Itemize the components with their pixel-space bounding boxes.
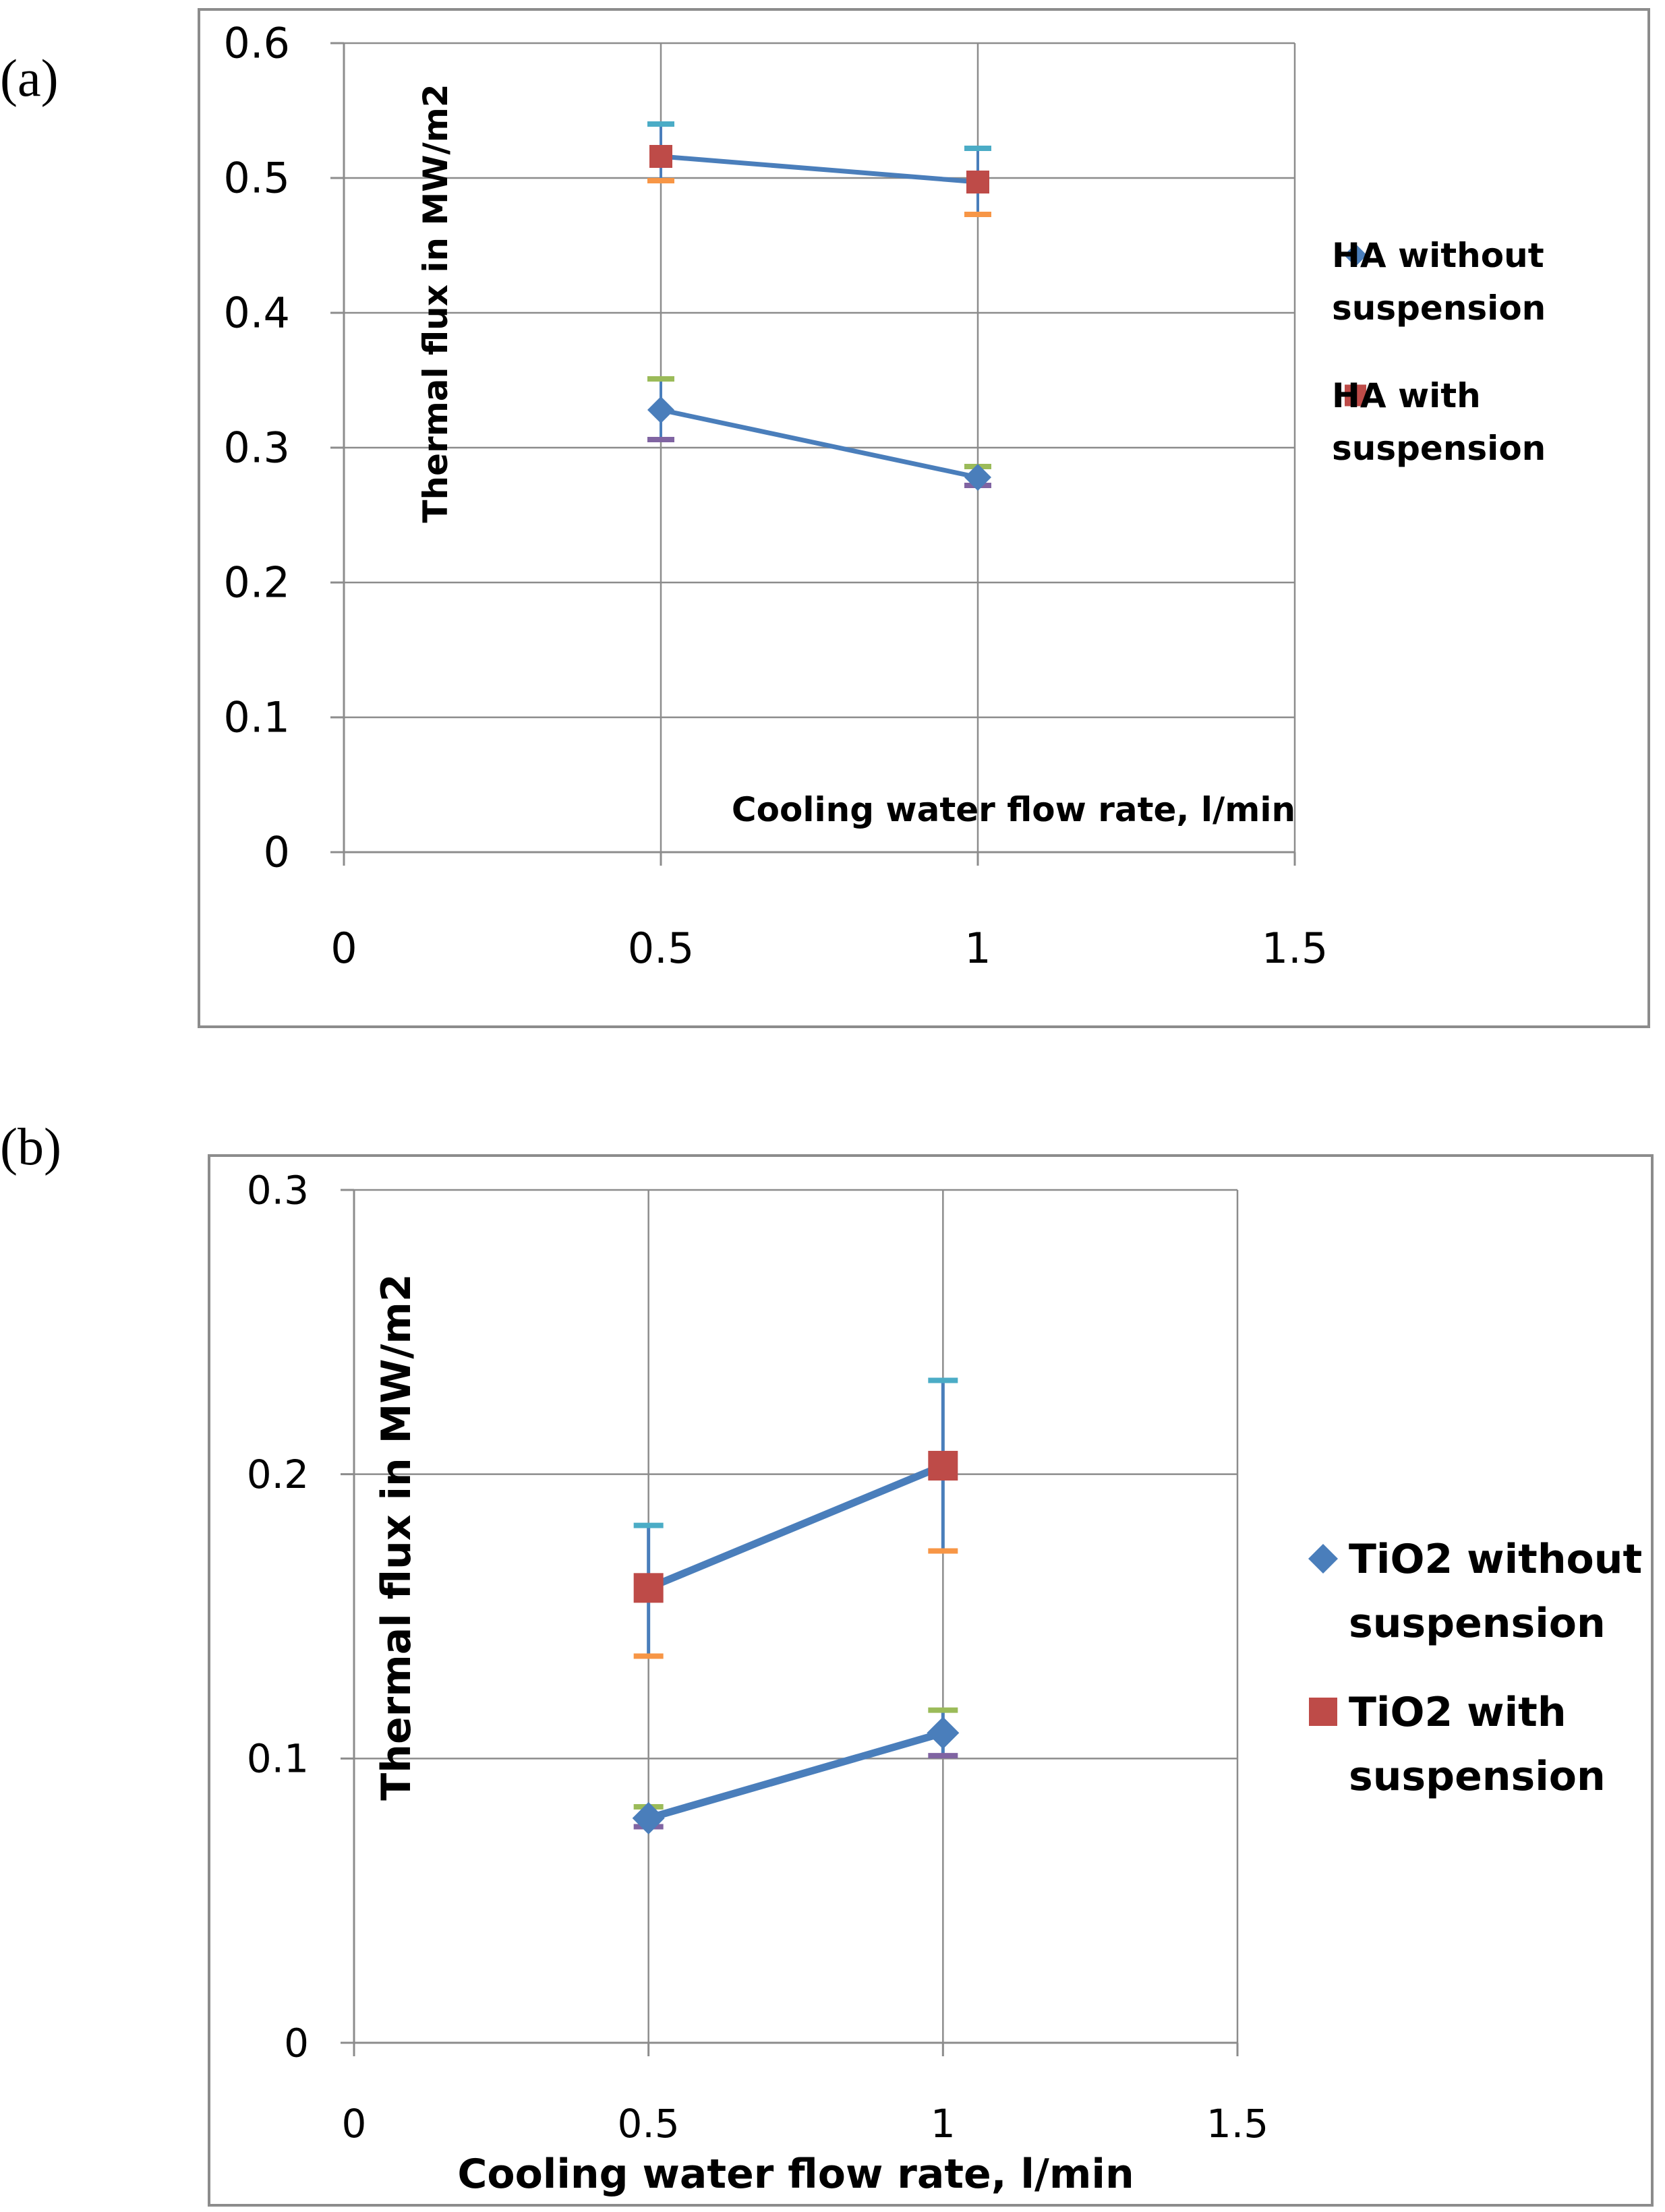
x-tick-label: 0.5 — [628, 924, 695, 973]
y-tick-label: 0.2 — [223, 558, 290, 607]
chart-panel-a: (a) 0 0.1 0.2 0.3 0.4 0.5 0.6 0 0.5 1 1.5 Cooling … — [0, 8, 1650, 1028]
legend-label: suspension — [1332, 429, 1546, 468]
x-tick-label: 0.5 — [618, 2101, 680, 2147]
legend-label: suspension — [1332, 289, 1546, 328]
x-axis-title-b: Cooling water flow rate, l/min — [457, 2151, 1134, 2198]
y-tick-label: 0 — [284, 2020, 309, 2066]
series-line — [660, 154, 978, 185]
data-point-square — [928, 1451, 958, 1481]
y-tick-label: 0.1 — [223, 693, 290, 742]
y-tick-label: 0.1 — [247, 1736, 309, 1782]
x-axis-title-a: Cooling water flow rate, l/min — [732, 790, 1295, 829]
x-tick-label: 0 — [330, 924, 357, 973]
y-tick-label: 0 — [264, 828, 290, 877]
legend-a: HA without suspension HA with suspension — [1332, 236, 1546, 468]
data-point-diamond — [632, 1801, 665, 1834]
x-tick-label: 1.5 — [1206, 2101, 1268, 2147]
data-point-diamond — [964, 464, 991, 491]
x-tick-label: 1 — [964, 924, 991, 973]
x-tick-label: 1 — [931, 2101, 956, 2147]
data-point-square — [649, 145, 672, 168]
legend-marker-diamond — [1344, 243, 1367, 267]
series-line — [647, 1729, 944, 1822]
y-axis-title-b: Thermal flux in MW/m2 — [373, 1274, 420, 1800]
panel-label-b: (b) — [0, 1117, 61, 1176]
legend-marker-square — [1345, 384, 1366, 407]
x-tick-label: 0 — [342, 2101, 367, 2147]
legend-label: suspension — [1349, 1753, 1606, 1800]
data-point-diamond — [647, 396, 674, 423]
data-point-diamond — [927, 1716, 960, 1750]
y-tick-label: 0.3 — [223, 423, 290, 473]
series-line — [660, 407, 978, 480]
legend-b: TiO2 without suspension TiO2 with suspensio… — [1308, 1536, 1642, 1800]
y-tick-label: 0.3 — [247, 1167, 309, 1213]
legend-label: TiO2 with — [1349, 1689, 1567, 1736]
y-tick-label: 0.4 — [223, 289, 290, 338]
legend-label: suspension — [1349, 1600, 1606, 1647]
y-tick-label: 0.2 — [247, 1452, 309, 1497]
y-tick-label: 0.6 — [223, 19, 290, 68]
legend-label: TiO2 without — [1349, 1536, 1642, 1583]
legend-label: HA without — [1332, 236, 1544, 275]
data-point-square — [966, 171, 989, 193]
legend-marker-square — [1309, 1698, 1337, 1726]
chart-panel-b: (b) 0 0.1 0.2 0.3 0 0.5 1 1.5 Cooling water flo… — [0, 1117, 1654, 2207]
legend-label: HA with — [1332, 376, 1481, 415]
y-tick-label: 0.5 — [223, 154, 290, 203]
legend-marker-diamond — [1308, 1544, 1338, 1574]
panel-label-a: (a) — [0, 49, 59, 107]
series-line — [647, 1462, 945, 1592]
data-point-square — [633, 1573, 664, 1603]
y-axis-title-a: Thermal flux in MW/m2 — [416, 84, 455, 522]
chart-frame-b — [208, 1154, 1654, 2207]
x-tick-label: 1.5 — [1262, 924, 1328, 973]
